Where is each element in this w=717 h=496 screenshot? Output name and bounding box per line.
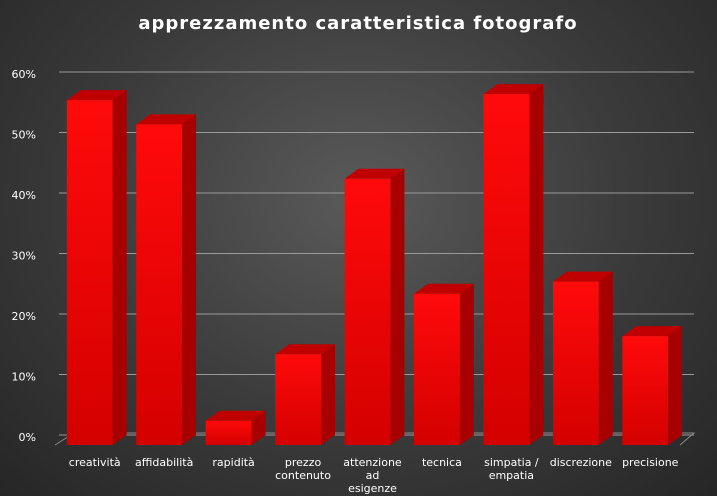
bar-side <box>668 326 683 445</box>
y-tick-label: 60% <box>12 68 36 81</box>
bar-top <box>344 168 405 179</box>
bar-side <box>320 344 335 445</box>
bar-top <box>622 326 683 337</box>
bar-side <box>459 283 474 445</box>
x-tick-label: simpatia / empatia <box>484 456 539 482</box>
bar-side <box>529 84 544 445</box>
y-tick-label: 30% <box>12 250 36 263</box>
chart-title: apprezzamento caratteristica fotografo <box>138 13 577 34</box>
bar <box>344 178 391 446</box>
x-tick-label: tecnica <box>421 456 462 469</box>
y-tick-label: 20% <box>12 310 36 323</box>
x-tick-label: discrezione <box>549 456 612 469</box>
bar <box>622 336 669 445</box>
y-tick-label: 10% <box>12 371 36 384</box>
y-tick-label: 40% <box>12 189 36 202</box>
bar-side <box>251 410 266 445</box>
bar <box>136 124 183 445</box>
x-tick-label: precisione <box>622 456 679 469</box>
bar-top <box>483 84 544 95</box>
bar <box>552 281 599 445</box>
bar <box>414 293 460 445</box>
bar <box>205 420 252 445</box>
bar-side <box>182 114 197 445</box>
bar <box>66 100 113 446</box>
bar-top <box>136 114 197 125</box>
x-tick-label: attenzione ad esigenze <box>343 456 402 495</box>
x-tick-label: prezzo contenuto <box>275 456 331 482</box>
bar-side <box>112 90 127 446</box>
bar-top <box>414 283 474 294</box>
x-tick-label: creatività <box>68 456 121 469</box>
bar <box>275 354 321 445</box>
x-tick-label: affidabilità <box>135 456 194 469</box>
bar <box>483 94 530 445</box>
bar-top <box>552 271 613 282</box>
y-tick-label: 0% <box>19 431 36 444</box>
bar-top <box>205 410 266 421</box>
x-tick-label: rapidità <box>212 456 255 469</box>
y-tick-label: 50% <box>12 129 36 142</box>
bar-top <box>275 344 335 355</box>
bar-top <box>66 90 127 101</box>
bar-side <box>598 271 613 445</box>
bar-side <box>390 168 405 446</box>
